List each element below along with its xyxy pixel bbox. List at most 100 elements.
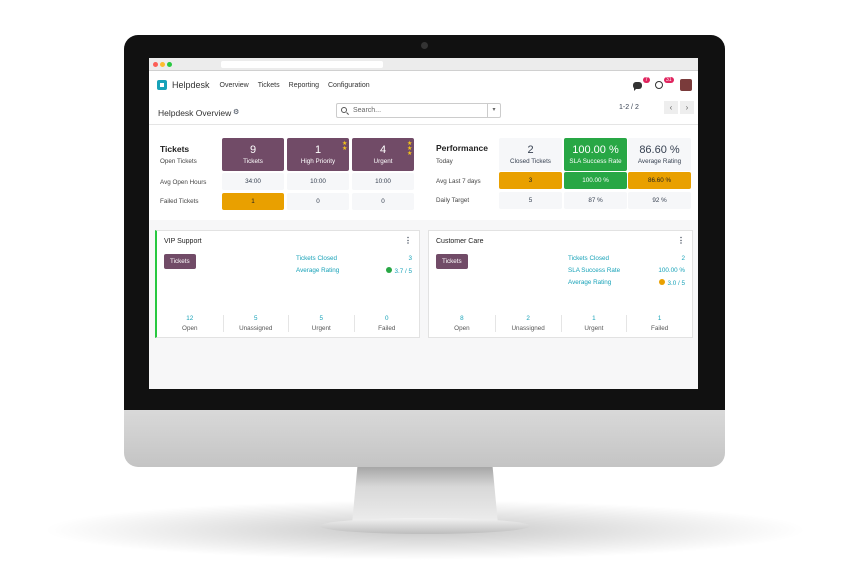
stat-label[interactable]: SLA Success Rate <box>568 267 621 274</box>
count-label: Open <box>454 325 470 332</box>
helpdesk-logo-icon <box>157 80 167 90</box>
stat-value[interactable]: 3.7 / 5 <box>386 267 412 275</box>
tile-value: 2 <box>527 144 534 156</box>
count-unassigned[interactable]: 2 Unassigned <box>494 315 561 332</box>
star-icon: ★ <box>342 146 348 152</box>
avg-hours-cell[interactable]: 10:00 <box>287 173 349 190</box>
stat-value[interactable]: 100.00 % <box>658 267 685 274</box>
team-name[interactable]: Customer Care <box>436 238 484 245</box>
rating-face-icon <box>659 279 666 285</box>
kebab-menu-icon[interactable]: ⋮ <box>404 236 412 245</box>
count-label: Urgent <box>311 325 331 332</box>
count-open[interactable]: 8 Open <box>429 315 495 332</box>
stat-value[interactable]: 3 <box>408 255 412 262</box>
tile-label: High Priority <box>300 158 336 165</box>
menu-reporting[interactable]: Reporting <box>288 81 319 89</box>
tile-value: 9 <box>249 144 257 156</box>
count-failed[interactable]: 1 Failed <box>626 315 692 332</box>
messages-icon[interactable] <box>633 82 642 91</box>
row-label: Today <box>436 158 453 165</box>
count-value: 5 <box>319 315 323 322</box>
search-placeholder: Search... <box>353 107 382 114</box>
rating-face-icon <box>386 267 393 273</box>
star-icon: ★ <box>342 141 348 147</box>
stat-value-text: 3.7 / 5 <box>394 268 412 275</box>
failed-tickets-cell[interactable]: 0 <box>287 193 349 210</box>
address-bar[interactable] <box>221 61 383 68</box>
count-label: Open <box>182 325 198 332</box>
menu-configuration[interactable]: Configuration <box>328 81 370 89</box>
pager-previous[interactable]: ‹ <box>664 101 678 114</box>
avg-7-days-cell[interactable]: 86.60 % <box>628 172 691 189</box>
stat-label[interactable]: Average Rating <box>296 267 340 274</box>
performance-tile-2[interactable]: 86.60 % Average Rating <box>628 138 691 171</box>
performance-tile-0[interactable]: 2 Closed Tickets <box>499 138 562 171</box>
monitor-chin <box>124 410 725 467</box>
stat-label[interactable]: Tickets Closed <box>296 255 338 262</box>
tile-value: 86.60 % <box>639 144 680 156</box>
minimize-dot[interactable] <box>160 62 165 67</box>
row-label: Open Tickets <box>160 158 197 165</box>
daily-target-cell: 5 <box>499 192 562 209</box>
activities-badge: 31 <box>664 77 674 83</box>
activity-clock-icon[interactable] <box>655 81 663 89</box>
tile-label: Closed Tickets <box>510 158 551 165</box>
row-label: Avg Open Hours <box>160 179 207 186</box>
count-open[interactable]: 12 Open <box>157 315 223 332</box>
pager-next[interactable]: › <box>680 101 694 114</box>
count-value: 12 <box>186 315 194 322</box>
star-icon: ★ <box>407 146 413 152</box>
avg-7-days-cell[interactable]: 100.00 % <box>564 172 627 189</box>
count-label: Failed <box>651 325 669 332</box>
stat-value-text: 2 <box>681 255 685 262</box>
app-name[interactable]: Helpdesk <box>172 80 210 90</box>
failed-tickets-cell[interactable]: 1 <box>222 193 284 210</box>
search-icon <box>341 107 347 113</box>
performance-heading: Performance <box>436 143 488 153</box>
daily-target-cell: 92 % <box>628 192 691 209</box>
close-dot[interactable] <box>153 62 158 67</box>
team-name[interactable]: VIP Support <box>164 238 202 245</box>
stat-value-text: 3.0 / 5 <box>667 280 685 287</box>
count-failed[interactable]: 0 Failed <box>353 315 420 332</box>
stat-value[interactable]: 3.0 / 5 <box>659 279 685 287</box>
search-options-dropdown[interactable]: ▾ <box>487 104 500 117</box>
tile-label: Average Rating <box>637 158 682 165</box>
ticket-tile-2[interactable]: 4 Urgent <box>352 138 414 171</box>
tile-label: Tickets <box>243 158 263 165</box>
avatar[interactable] <box>680 79 692 91</box>
avg-7-days-cell[interactable]: 3 <box>499 172 562 189</box>
menu-tickets[interactable]: Tickets <box>257 81 280 89</box>
tickets-button[interactable]: Tickets <box>436 254 468 269</box>
stat-value[interactable]: 2 <box>681 255 685 262</box>
failed-tickets-cell[interactable]: 0 <box>352 193 414 210</box>
search-input[interactable]: Search... ▾ <box>336 103 501 118</box>
count-value: 2 <box>526 315 530 322</box>
browser-chrome <box>149 58 698 71</box>
kebab-menu-icon[interactable]: ⋮ <box>677 236 685 245</box>
count-value: 0 <box>384 315 389 322</box>
count-value: 5 <box>253 315 258 322</box>
avg-hours-cell[interactable]: 10:00 <box>352 173 414 190</box>
row-label: Avg Last 7 days <box>436 178 481 185</box>
maximize-dot[interactable] <box>167 62 172 67</box>
monitor-stand <box>352 462 498 524</box>
avg-hours-cell[interactable]: 34:00 <box>222 173 284 190</box>
menu-overview[interactable]: Overview <box>219 81 249 89</box>
count-value: 1 <box>657 315 662 322</box>
gear-icon[interactable]: ⚙ <box>233 109 240 116</box>
performance-tile-1[interactable]: 100.00 % SLA Success Rate <box>564 138 627 171</box>
count-label: Urgent <box>584 325 604 332</box>
stat-label[interactable]: Average Rating <box>568 279 612 286</box>
stat-label[interactable]: Tickets Closed <box>568 255 610 262</box>
tickets-button[interactable]: Tickets <box>164 254 196 269</box>
ticket-tile-1[interactable]: 1 High Priority <box>287 138 349 171</box>
ticket-tile-0[interactable]: 9 Tickets <box>222 138 284 171</box>
count-label: Failed <box>378 325 396 332</box>
count-urgent[interactable]: 5 Urgent <box>288 315 354 332</box>
monitor-base <box>320 518 530 534</box>
messages-badge: 7 <box>643 77 650 83</box>
navbar: Helpdesk Overview Tickets Reporting Conf… <box>149 71 698 99</box>
count-urgent[interactable]: 1 Urgent <box>560 315 627 332</box>
count-unassigned[interactable]: 5 Unassigned <box>222 315 289 332</box>
